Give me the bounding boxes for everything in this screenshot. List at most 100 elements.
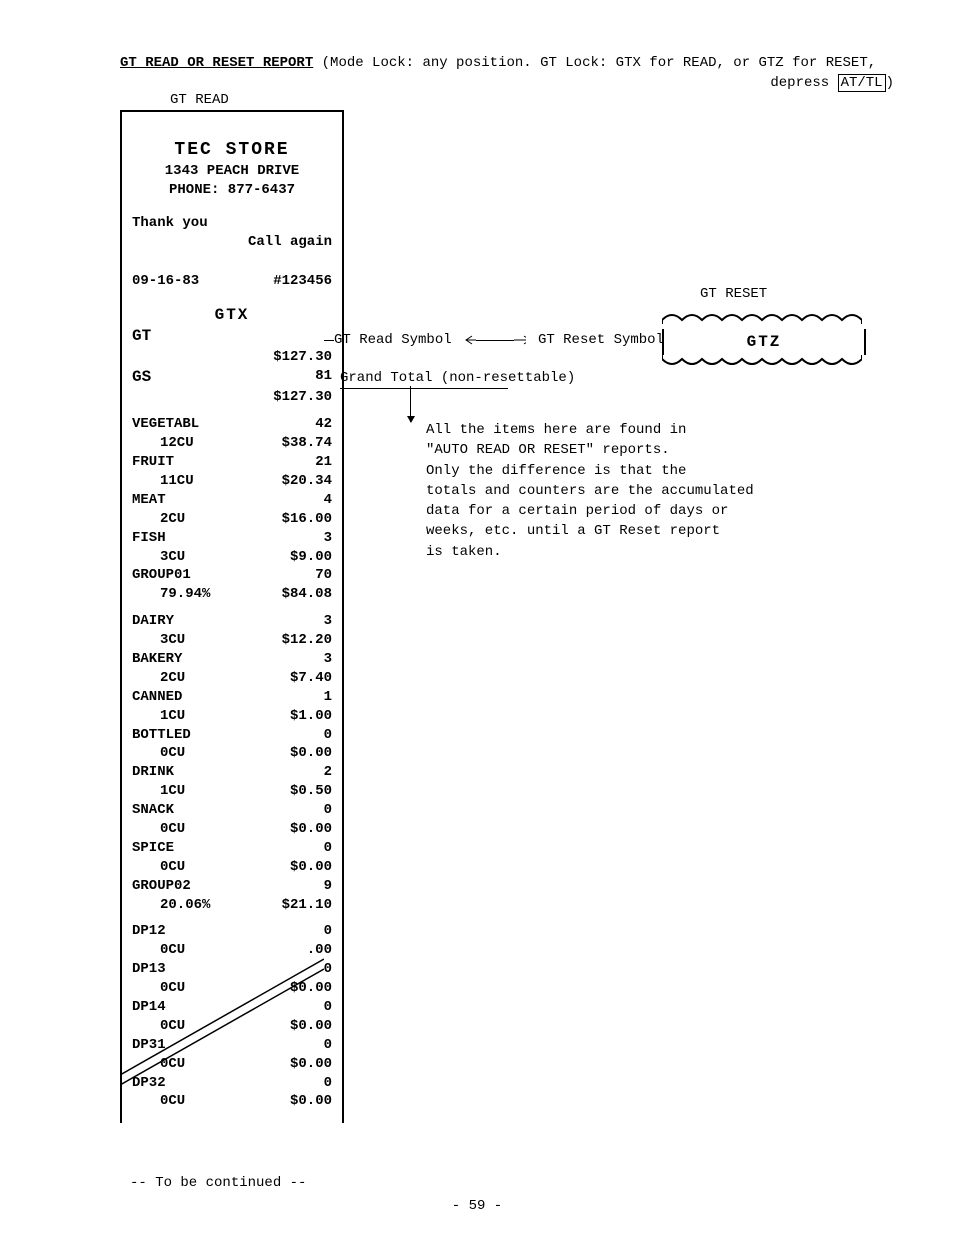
depress-suffix: ) <box>886 75 894 91</box>
arrow-shaft <box>476 340 514 341</box>
group1-container: VEGETABL4212CU$38.74FRUIT2111CU$20.34MEA… <box>132 415 332 566</box>
item-name: CANNED <box>132 688 232 707</box>
item-count: 3 <box>232 650 332 669</box>
item-subrow: 2CU$7.40 <box>132 669 332 688</box>
item-subrow: 1CU$0.50 <box>132 782 332 801</box>
item-cu: 2CU <box>132 510 246 529</box>
item-count: 42 <box>232 415 332 434</box>
date-row: 09-16-83 #123456 <box>132 272 332 291</box>
item-amount: $0.00 <box>246 1017 332 1036</box>
item-row: CANNED1 <box>132 688 332 707</box>
item-cu: 0CU <box>132 858 246 877</box>
page-number: - 59 - <box>0 1198 954 1214</box>
connector-line <box>324 340 334 341</box>
item-row: VEGETABL42 <box>132 415 332 434</box>
item-row: MEAT4 <box>132 491 332 510</box>
item-cu: 0CU <box>132 941 246 960</box>
gt-row: GT <box>132 326 332 348</box>
item-row: BAKERY3 <box>132 650 332 669</box>
grand-total-label: Grand Total (non-resettable) <box>340 370 575 389</box>
item-row: DP120 <box>132 922 332 941</box>
item-name: DP14 <box>132 998 232 1017</box>
to-be-continued: -- To be continued -- <box>130 1175 306 1191</box>
item-subrow: 0CU$0.00 <box>132 858 332 877</box>
arrow-down-icon <box>410 386 412 422</box>
item-name: VEGETABL <box>132 415 232 434</box>
receipt-header: TEC STORE 1343 PEACH DRIVE PHONE: 877-64… <box>132 138 332 200</box>
item-name: BOTTLED <box>132 726 232 745</box>
key-at-tl: AT/TL <box>838 74 886 92</box>
group2-pct: 20.06% <box>132 896 246 915</box>
store-address: 1343 PEACH DRIVE <box>132 162 332 181</box>
item-amount: $7.40 <box>246 669 332 688</box>
header-rest: (Mode Lock: any position. GT Lock: GTX f… <box>313 55 876 71</box>
item-subrow: 0CU$0.00 <box>132 1017 332 1036</box>
item-cu: 0CU <box>132 1017 246 1036</box>
note-line: Only the difference is that the <box>426 461 826 481</box>
thank-you: Thank you <box>132 214 332 233</box>
store-name: TEC STORE <box>132 138 332 162</box>
item-subrow: 12CU$38.74 <box>132 434 332 453</box>
item-row: SPICE0 <box>132 839 332 858</box>
group1-summary-row: GROUP01 70 <box>132 566 332 585</box>
item-subrow: 0CU$0.00 <box>132 820 332 839</box>
gs-amount: $127.30 <box>232 388 332 407</box>
group2-amount: $21.10 <box>246 896 332 915</box>
gtz-receipt-fragment: GTZ <box>662 310 862 364</box>
item-count: 0 <box>232 1036 332 1055</box>
group1-count: 70 <box>232 566 332 585</box>
arrow-left-icon <box>464 335 476 345</box>
item-name: MEAT <box>132 491 232 510</box>
item-amount: $16.00 <box>246 510 332 529</box>
gs-row: GS 81 <box>132 367 332 389</box>
item-name: DP31 <box>132 1036 232 1055</box>
item-row: DP140 <box>132 998 332 1017</box>
group1-pct: 79.94% <box>132 585 246 604</box>
item-count: 4 <box>232 491 332 510</box>
note-line: totals and counters are the accumulated <box>426 481 826 501</box>
item-name: DAIRY <box>132 612 232 631</box>
item-count: 3 <box>232 529 332 548</box>
item-cu: 0CU <box>132 1055 246 1074</box>
item-row: DP310 <box>132 1036 332 1055</box>
gt-reset-symbol-text: GT Reset Symbol <box>538 332 664 348</box>
gs-label: GS <box>132 367 232 389</box>
receipt-date: 09-16-83 <box>132 272 232 291</box>
group2-container: DAIRY33CU$12.20BAKERY32CU$7.40CANNED11CU… <box>132 612 332 876</box>
dp-container: DP1200CU.00DP1300CU$0.00DP1400CU$0.00DP3… <box>132 922 332 1111</box>
item-subrow: 2CU$16.00 <box>132 510 332 529</box>
item-amount: $0.00 <box>246 820 332 839</box>
item-row: DAIRY3 <box>132 612 332 631</box>
gt-reset-label: GT RESET <box>700 286 767 302</box>
item-name: DP13 <box>132 960 232 979</box>
item-cu: 0CU <box>132 820 246 839</box>
item-cu: 11CU <box>132 472 246 491</box>
item-subrow: 1CU$1.00 <box>132 707 332 726</box>
item-row: DRINK2 <box>132 763 332 782</box>
group1-amount: $84.08 <box>246 585 332 604</box>
note-line: "AUTO READ OR RESET" reports. <box>426 440 826 460</box>
item-subrow: 0CU.00 <box>132 941 332 960</box>
gt-amount: $127.30 <box>232 348 332 367</box>
item-count: 0 <box>232 998 332 1017</box>
item-amount: $0.00 <box>246 1055 332 1074</box>
item-subrow: 0CU$0.00 <box>132 744 332 763</box>
item-count: 0 <box>232 726 332 745</box>
item-row: SNACK0 <box>132 801 332 820</box>
note-line: data for a certain period of days or <box>426 501 826 521</box>
item-subrow: 3CU$12.20 <box>132 631 332 650</box>
document-page: GT READ OR RESET REPORT (Mode Lock: any … <box>0 0 954 1239</box>
item-name: SNACK <box>132 801 232 820</box>
item-cu: 2CU <box>132 669 246 688</box>
item-name: DRINK <box>132 763 232 782</box>
torn-edge-top-icon <box>662 310 862 324</box>
item-cu: 0CU <box>132 744 246 763</box>
note-line: weeks, etc. until a GT Reset report <box>426 521 826 541</box>
item-amount: $0.00 <box>246 744 332 763</box>
header-title: GT READ OR RESET REPORT <box>120 55 313 71</box>
gt-amount-row: $127.30 <box>132 348 332 367</box>
item-subrow: 0CU$0.00 <box>132 1092 332 1111</box>
item-subrow: 0CU$0.00 <box>132 979 332 998</box>
item-subrow: 0CU$0.00 <box>132 1055 332 1074</box>
gs-count: 81 <box>232 367 332 389</box>
